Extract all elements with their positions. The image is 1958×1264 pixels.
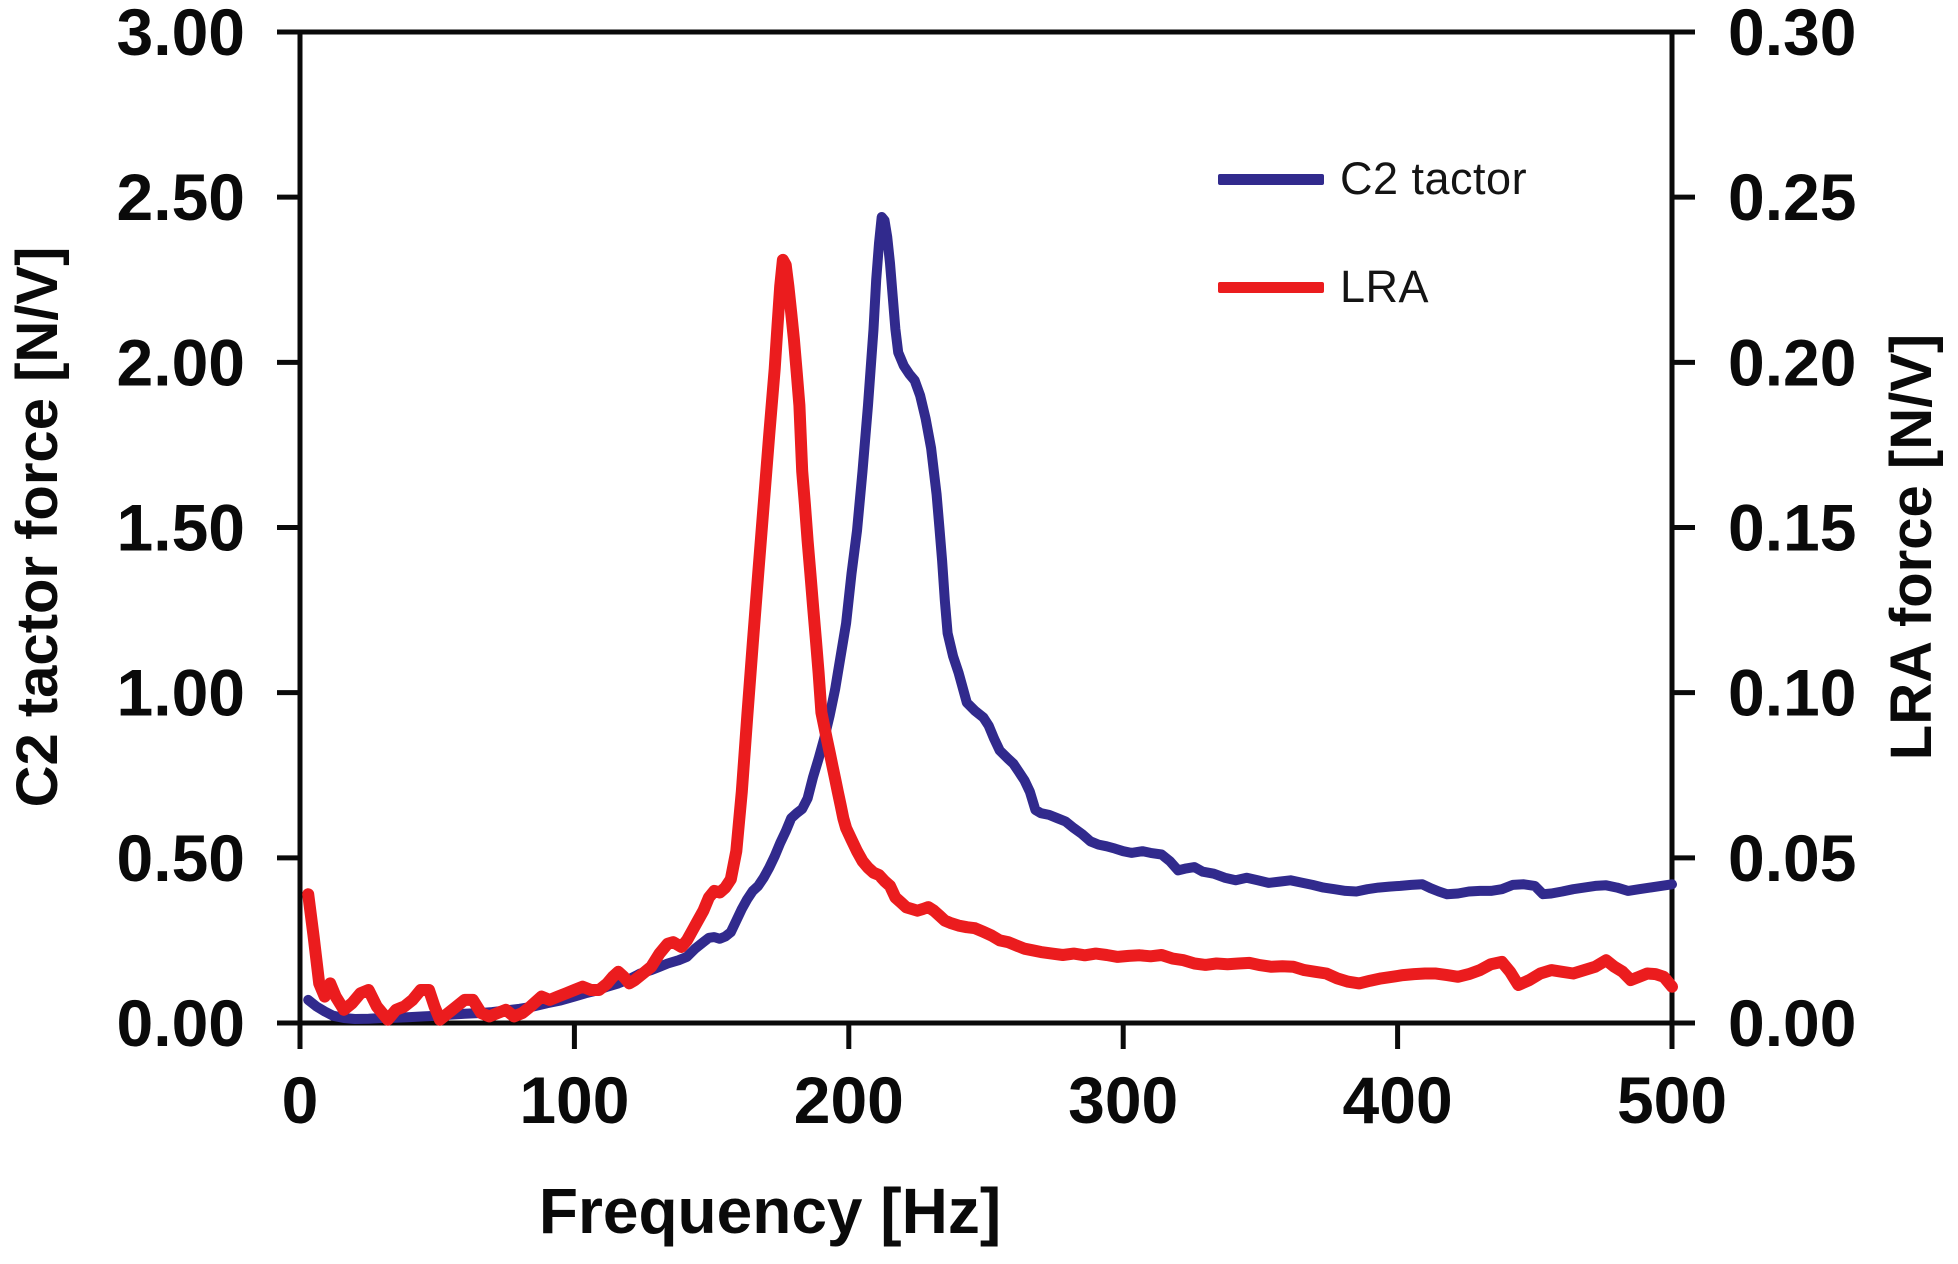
x-tick-label: 100 bbox=[519, 1063, 629, 1137]
x-tick-label: 400 bbox=[1343, 1063, 1453, 1137]
data-series bbox=[302, 212, 1678, 1026]
y-left-tick-label: 2.50 bbox=[117, 160, 245, 234]
legend-item-lra: LRA bbox=[1218, 256, 1527, 318]
y-left-tick-label: 1.00 bbox=[117, 656, 245, 730]
axis-tick-labels: 0 100 200 300 400 5000.000.501.001.502.002.50… bbox=[117, 0, 1857, 1137]
y-left-tick-label: 0.50 bbox=[117, 821, 245, 895]
y-right-tick-label: 0.15 bbox=[1728, 491, 1856, 565]
x-tick-label: 200 bbox=[794, 1063, 904, 1137]
axis-ticks bbox=[277, 29, 1695, 1049]
legend-item-c2-tactor: C2 tactor bbox=[1218, 148, 1527, 210]
x-tick-label: 0 bbox=[282, 1063, 319, 1137]
x-tick-label: 500 bbox=[1617, 1063, 1727, 1137]
legend-label-c2-tactor: C2 tactor bbox=[1340, 153, 1528, 204]
y-right-tick-label: 0.05 bbox=[1728, 821, 1856, 895]
x-tick-label: 300 bbox=[1068, 1063, 1178, 1137]
lra-line-swatch bbox=[1218, 281, 1324, 293]
y-right-tick-label: 0.25 bbox=[1728, 160, 1856, 234]
right-axis-title: LRA force [N/V] bbox=[1879, 333, 1944, 761]
c2-tactor-line-swatch bbox=[1218, 173, 1324, 185]
left-axis-title: C2 tactor force [N/V] bbox=[5, 246, 70, 808]
legend-label-lra: LRA bbox=[1340, 261, 1430, 312]
y-right-tick-label: 0.30 bbox=[1728, 0, 1856, 69]
series-c2-tactor-line bbox=[303, 212, 1677, 1024]
y-right-tick-label: 0.00 bbox=[1728, 986, 1856, 1060]
legend: C2 tactor LRA bbox=[1218, 148, 1527, 318]
y-right-tick-label: 0.10 bbox=[1728, 656, 1856, 730]
series-lra-line bbox=[302, 253, 1678, 1026]
y-left-tick-label: 1.50 bbox=[117, 491, 245, 565]
y-right-tick-label: 0.20 bbox=[1728, 325, 1856, 399]
y-left-tick-label: 3.00 bbox=[117, 0, 245, 69]
y-left-tick-label: 0.00 bbox=[117, 986, 245, 1060]
y-left-tick-label: 2.00 bbox=[117, 325, 245, 399]
x-axis-title: Frequency [Hz] bbox=[538, 1175, 1002, 1247]
